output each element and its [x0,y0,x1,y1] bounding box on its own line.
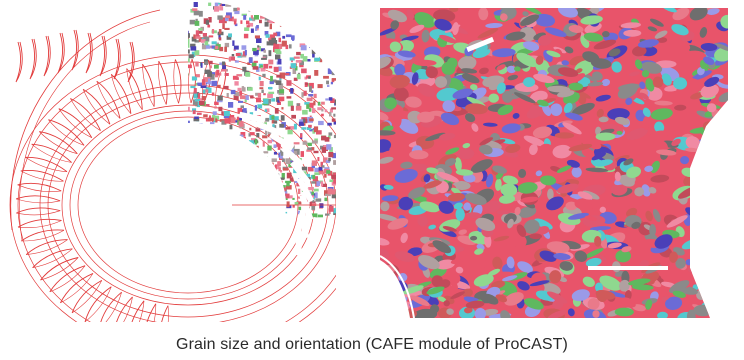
closeup-overlay [380,36,668,318]
grain-texture [380,8,728,318]
grain-closeup-image [380,8,728,318]
figure-caption: Grain size and orientation (CAFE module … [176,336,568,353]
mesh-and-grain-ring-image [0,0,336,322]
blade-slots [232,111,336,256]
turbine-ring-figure [9,0,336,322]
grain-closeup-figure [380,8,728,318]
wireframe-mesh [9,9,336,322]
